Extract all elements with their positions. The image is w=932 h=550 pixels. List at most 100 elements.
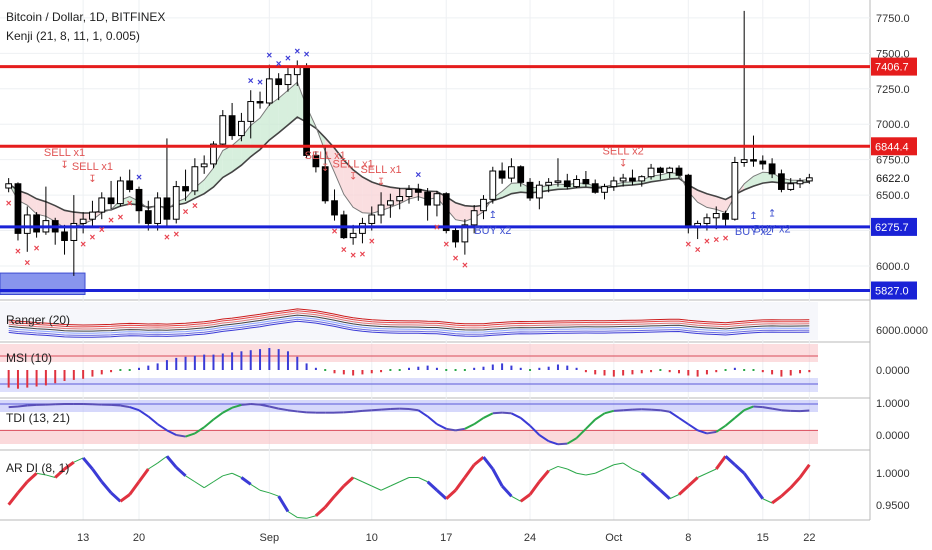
candle-body [703, 217, 711, 224]
ema-cloud-segment [716, 196, 726, 213]
tdi-line-segment [138, 409, 149, 418]
ardi-tick: 0.9500 [876, 500, 910, 512]
candle-body [722, 213, 729, 220]
ardi-line-segment [528, 480, 541, 496]
candle-body [172, 186, 180, 220]
buy-x-marker: × [117, 212, 123, 223]
price-tick: 7500.0 [876, 48, 910, 60]
ardi-line-segment [119, 493, 131, 503]
ardi-line-segment [576, 472, 586, 476]
buy-x-marker: × [127, 198, 133, 209]
candle-body [805, 177, 813, 182]
symbol-title: Bitcoin / Dollar, 1D, BITFINEX [6, 10, 165, 24]
candle-body [619, 177, 627, 182]
candle-body [582, 179, 590, 185]
ardi-line-segment [250, 483, 261, 491]
ardi-line-segment [687, 476, 699, 488]
tdi-line-segment [120, 404, 130, 409]
msi-bar [454, 369, 457, 371]
ardi-line-segment [287, 511, 298, 518]
signal-label: SELL x1 [360, 164, 401, 176]
buy-x-marker: × [173, 229, 179, 240]
tdi-line-segment [678, 417, 689, 425]
tdi-line-segment [548, 440, 559, 446]
candle-body [647, 167, 655, 178]
tdi-line-segment [455, 427, 466, 432]
candle-body [386, 200, 394, 206]
candle-body [498, 170, 506, 179]
ardi-line-segment [16, 480, 29, 494]
candle-body [396, 196, 404, 202]
tdi-tick: 1.0000 [876, 398, 910, 410]
ardi-line-segment [491, 468, 504, 487]
signal-label: SELL x2 [603, 146, 644, 158]
ardi-line-segment [100, 480, 113, 494]
candle-body [470, 210, 478, 226]
ardi-line-segment [426, 480, 438, 492]
candle-body [731, 162, 739, 220]
tdi-line-segment [297, 410, 307, 414]
candle-body [601, 186, 608, 193]
ardi-line-segment [742, 472, 755, 487]
candle-body [778, 173, 785, 190]
tdi-line-segment [743, 405, 754, 412]
ardi-line-segment [418, 477, 428, 483]
msi-bar [463, 369, 466, 371]
buy-x-marker: × [369, 237, 375, 248]
msi-lower-zone [0, 378, 818, 392]
ardi-line-segment [613, 462, 624, 466]
buy-x-marker: × [350, 251, 356, 262]
ardi-line-segment [45, 474, 56, 478]
ardi-line-segment [81, 456, 94, 470]
msi-bar [324, 369, 327, 371]
signal-label: BUY x2 [474, 225, 511, 237]
candle-body [154, 197, 162, 224]
msi-bar [659, 369, 662, 371]
tdi-upper-zone [0, 400, 818, 412]
msi-tick: 0.0000 [876, 365, 910, 377]
buy-x-marker: × [341, 245, 347, 256]
buy-x-marker: × [685, 239, 691, 250]
tdi-line-segment [426, 415, 438, 425]
sell-x-marker: × [294, 46, 300, 57]
sell-x-marker: × [248, 76, 254, 87]
buy-x-marker: × [453, 254, 459, 265]
signal-label: SELL x1 [333, 158, 374, 170]
ema-cloud-segment [278, 90, 288, 133]
tdi-line-segment [575, 428, 587, 439]
signal-arrow-icon: ↧ [349, 171, 357, 182]
ardi-line-segment [669, 494, 680, 500]
ema-cloud-segment [45, 201, 56, 222]
candle-body [666, 167, 674, 173]
buy-x-marker: × [434, 222, 440, 233]
candle-body [610, 180, 618, 188]
tdi-line-segment [502, 411, 512, 415]
ardi-line-segment [26, 472, 38, 483]
tdi-line-segment [473, 417, 485, 425]
ardi-line-segment [567, 468, 577, 474]
time-axis: 13 20 Sep 10 17 24 Oct 8 15 22 [0, 519, 870, 544]
tdi-line-segment [241, 403, 251, 406]
ardi-line-segment [557, 465, 568, 470]
tdi-line-segment [111, 403, 121, 407]
candle-body [107, 197, 115, 205]
candle-body [98, 197, 106, 213]
candle-body [349, 232, 357, 239]
ardi-line-segment [622, 462, 633, 470]
ardi-line-segment [342, 476, 355, 488]
candle-body [182, 186, 189, 192]
tdi-line-segment [687, 423, 699, 432]
price-tick: 7250.0 [876, 84, 910, 96]
candle-body [144, 210, 152, 224]
ardi-line-segment [175, 466, 187, 477]
signal-label: SELL x1 [305, 150, 346, 162]
ardi-line-segment [659, 489, 671, 500]
candle-body [591, 183, 599, 193]
tdi-line-segment [753, 405, 763, 409]
indicator-title: Kenji (21, 8, 11, 1, 0.005) [6, 29, 140, 43]
ema-cloud-segment [36, 198, 46, 217]
ardi-line-segment [259, 489, 270, 494]
tdi-line-segment [697, 429, 708, 435]
candle-body [191, 166, 199, 192]
